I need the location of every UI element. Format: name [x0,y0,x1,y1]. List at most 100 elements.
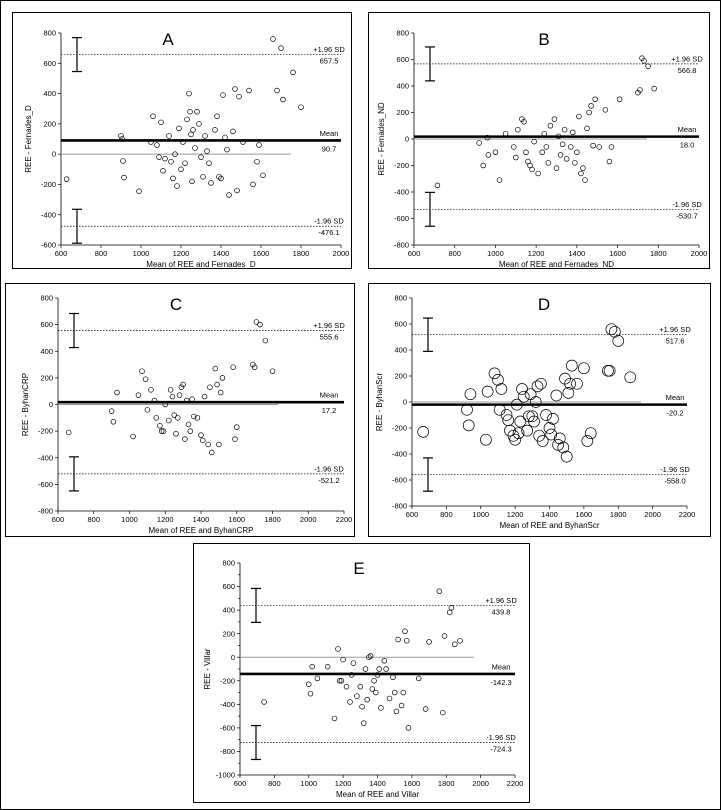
x-axis-label: Mean of REE and Fernades_D [146,260,256,269]
data-point [156,154,162,160]
panel-letter: A [162,30,174,49]
data-point [364,696,370,703]
data-point [114,389,120,396]
data-point [251,364,258,370]
data-point [135,392,142,398]
x-tick-label: 1200 [173,249,190,258]
data-point [523,149,529,156]
data-point [543,422,556,434]
x-tick-label: 1200 [157,515,174,524]
data-point [189,396,195,402]
data-point [374,672,381,678]
data-point [645,63,651,69]
x-tick-label: 1800 [293,249,310,258]
y-tick-label: 800 [394,294,407,303]
data-point [331,715,338,722]
data-point [172,151,178,157]
x-tick-label: 1400 [213,249,230,258]
data-point [572,160,578,166]
data-point [254,158,260,165]
chart-c: 600 800 1000 1200 1400 1600 1800 2000 2200-800-6… [21,294,352,535]
data-point [390,674,396,680]
data-point [226,192,232,198]
y-tick-label: 800 [396,29,409,38]
data-point [343,683,350,690]
data-point [194,108,200,115]
chart-e: 600 800 1000 1200 1400 1600 1800 2000 2200-1000-… [203,559,523,799]
data-point [157,423,163,429]
data-point [521,119,527,125]
data-point [270,36,276,42]
data-point [190,127,196,133]
upper-limit-value: 566.8 [678,66,697,75]
upper-limit-name: +1.96 SD [313,45,345,54]
data-point [200,174,206,180]
data-point [545,160,552,166]
data-point [309,663,315,670]
y-tick-label: 400 [222,606,235,615]
data-point [170,175,176,182]
data-point [426,639,432,645]
data-point [335,646,341,652]
data-point [564,377,576,390]
data-point [160,168,166,174]
data-point [492,374,504,386]
data-point [405,725,412,731]
x-tick-label: 800 [87,515,100,524]
panel-d: 600 800 1000 1200 1400 1600 1800 2000 2200 -800 -6… [368,283,711,537]
data-point [142,376,149,382]
y-tick-label: -800 [38,507,53,516]
data-point [417,426,430,438]
data-point [189,178,195,185]
y-tick-label: -600 [392,476,407,485]
x-tick-label: 1600 [228,515,245,524]
y-tick-label: 600 [396,55,409,64]
data-point [517,390,530,403]
data-point [206,160,212,166]
data-point [422,706,429,712]
data-point [543,144,550,150]
data-point [581,435,594,447]
mean-name: Mean [666,393,685,402]
y-tick-label: 800 [222,559,235,568]
data-point [515,126,521,133]
data-point [185,421,192,428]
y-tick-label: 200 [222,629,235,638]
data-point [176,392,183,398]
x-tick-label: 1400 [569,249,586,258]
data-point [269,368,276,374]
x-tick-label: 1000 [472,510,489,519]
panel-letter: E [353,559,364,578]
data-point [200,437,206,444]
x-tick-label: 1200 [528,249,545,258]
data-point [168,158,174,165]
data-point [391,689,398,696]
data-point [529,396,542,408]
y-axis-label: REE - Fernades_D [24,105,33,173]
data-point [367,653,374,659]
y-tick-label: -800 [394,241,409,250]
data-point [280,96,286,103]
y-tick-label: 200 [396,108,409,117]
data-point [512,427,525,440]
data-point [588,103,594,109]
data-point [130,433,136,440]
y-tick-label: -200 [394,161,409,170]
x-tick-label: 1600 [609,249,626,258]
y-tick-label: 200 [43,119,56,128]
data-point [240,139,246,145]
data-point [182,160,188,166]
lower-limit-name: -1.96 SD [660,465,690,474]
x-tick-label: 1600 [576,510,593,519]
data-point [574,149,580,156]
y-tick-label: 400 [396,82,409,91]
data-point [616,96,623,102]
data-point [162,155,168,162]
y-tick-label: -400 [41,210,56,219]
data-point [576,113,582,120]
data-point [369,686,376,692]
data-point [502,130,509,137]
data-point [173,431,179,437]
y-axis-label: REE - Fernades_ND [377,102,386,176]
data-point [509,433,521,446]
